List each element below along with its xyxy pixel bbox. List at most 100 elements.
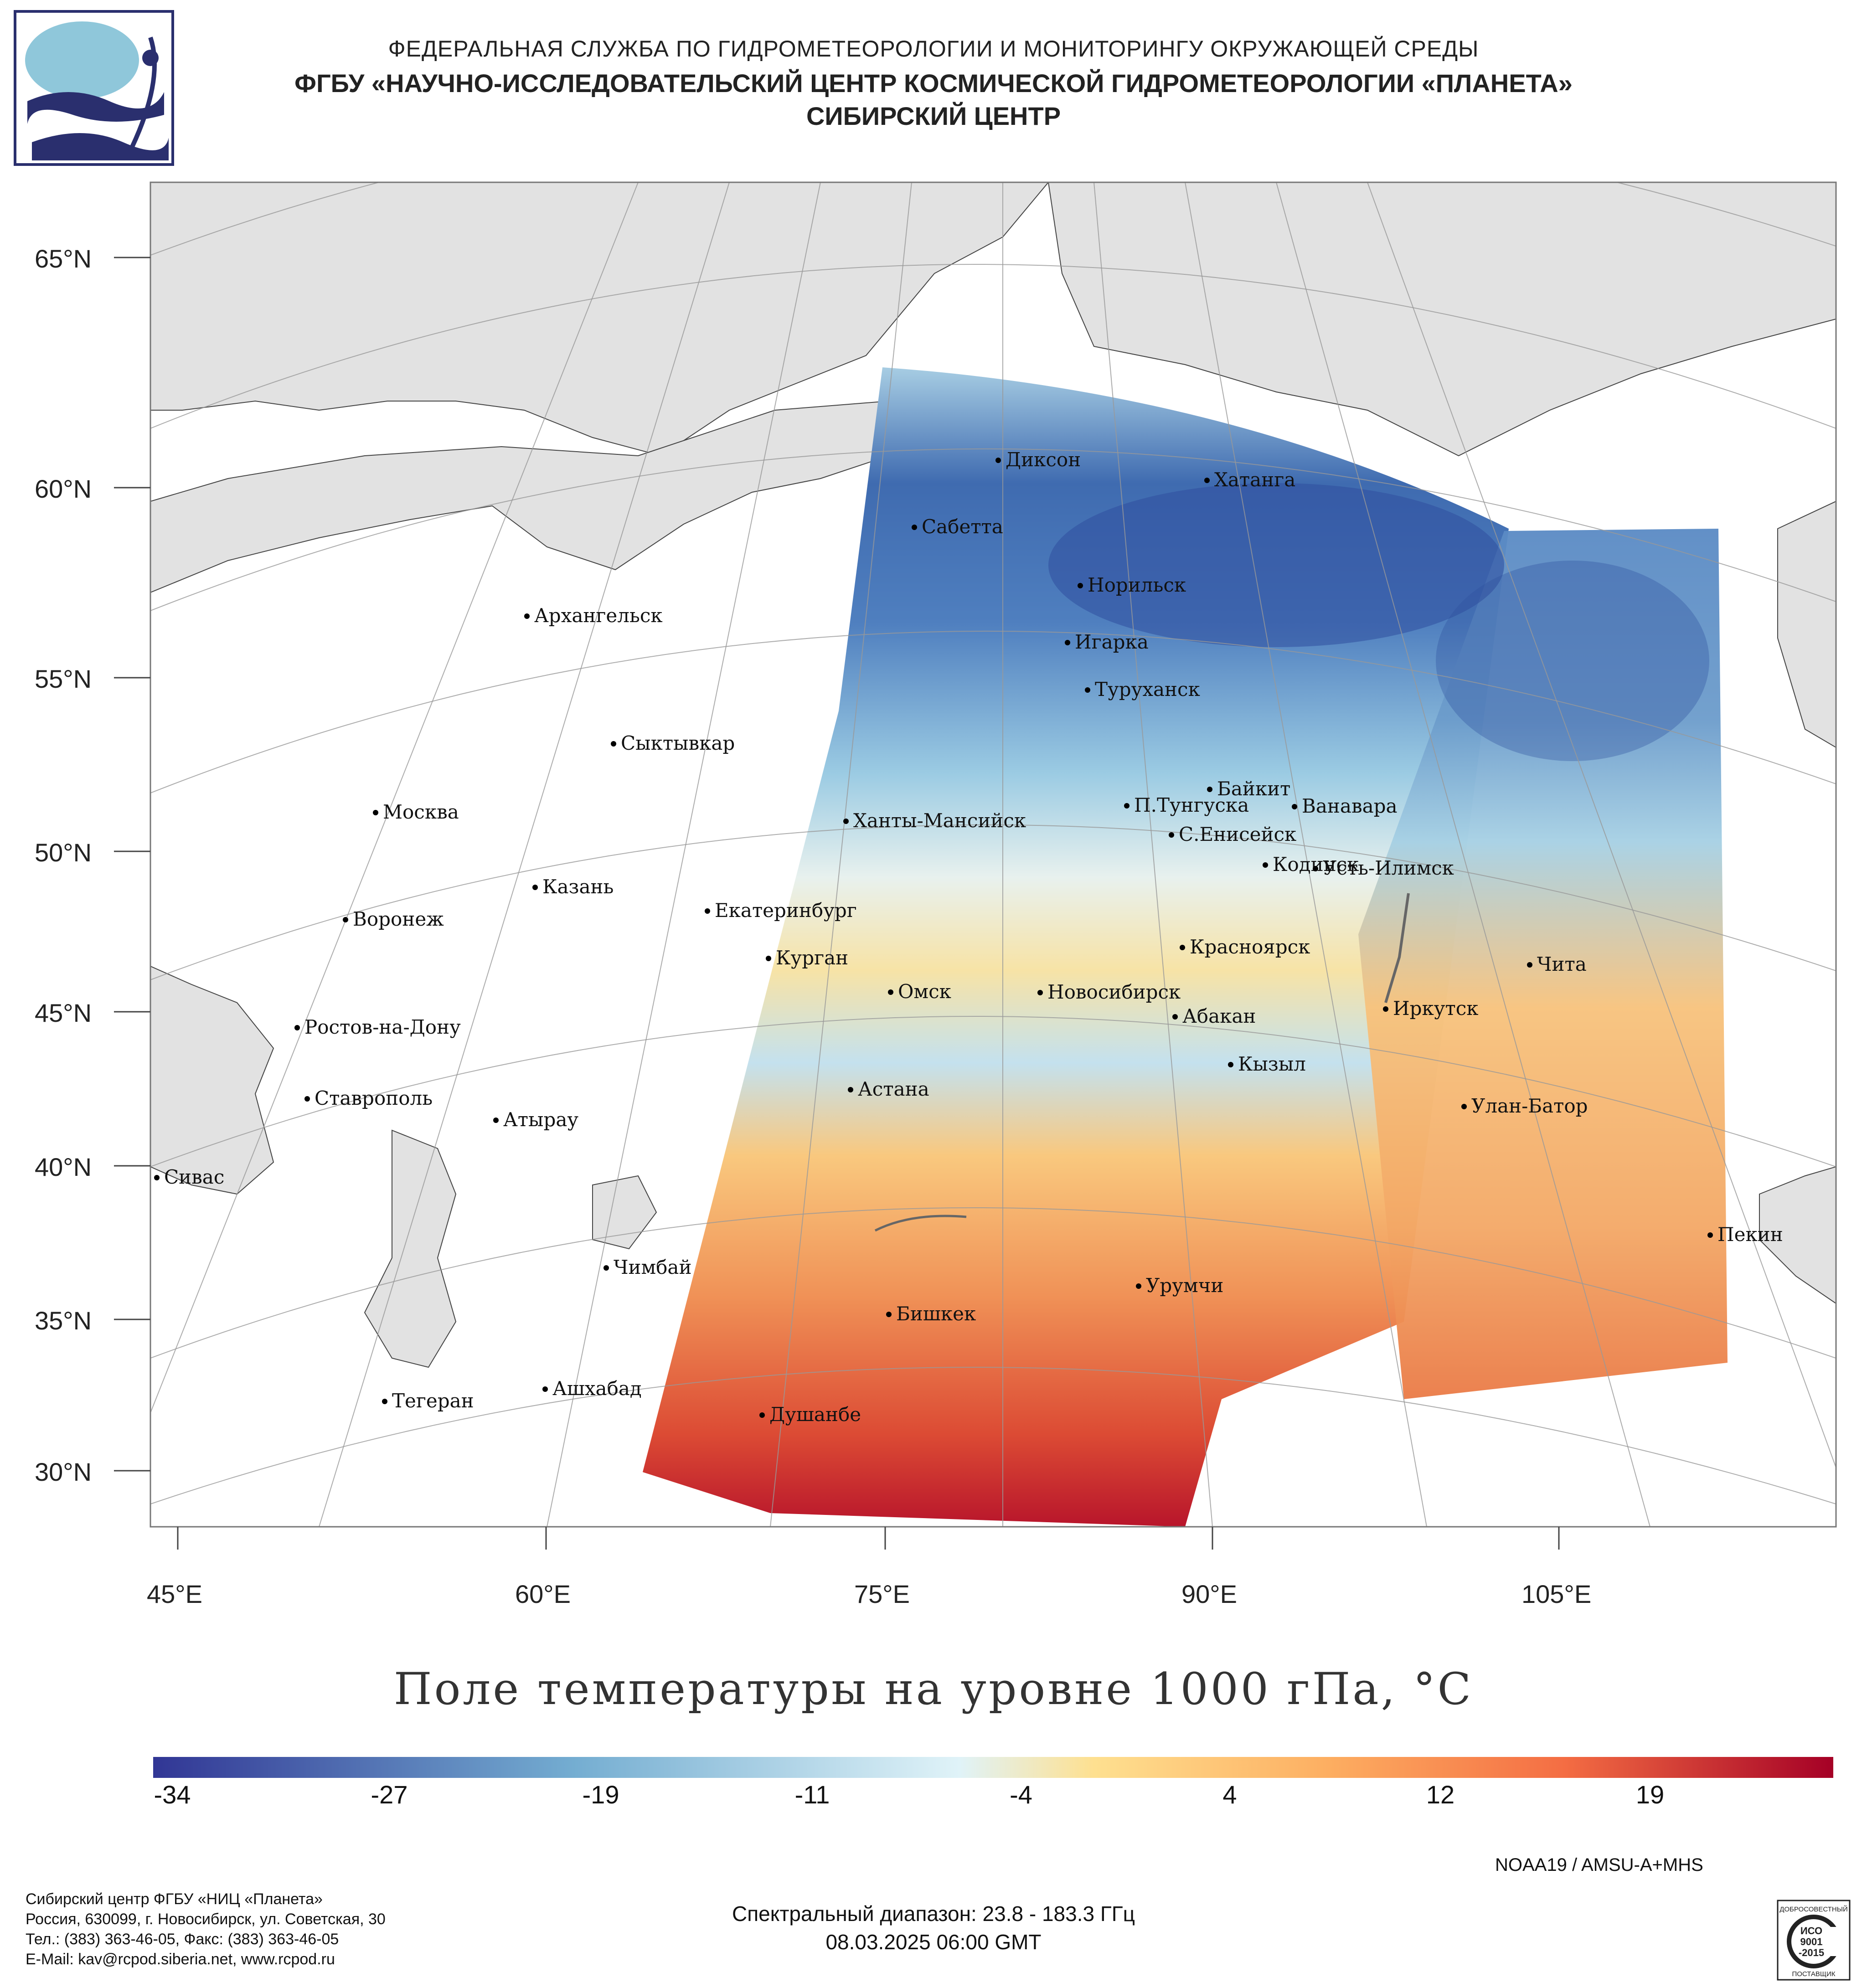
city-marker	[1383, 1006, 1388, 1012]
city-label: Воронеж	[353, 908, 444, 930]
city-label: Абакан	[1182, 1005, 1256, 1027]
city-label: Казань	[542, 876, 614, 898]
city-marker	[886, 1312, 892, 1317]
lon-label-105: 105°E	[1521, 1580, 1592, 1608]
iso-certification-badge: ДОБРОСОВЕСТНЫЙ ИСО 9001 -2015 ПОСТАВЩИК	[1777, 1900, 1851, 1981]
city-marker	[1136, 1283, 1141, 1289]
city-marker	[1228, 1062, 1233, 1067]
city-marker	[1207, 787, 1212, 792]
city-marker	[1313, 866, 1318, 871]
city-marker	[1065, 640, 1070, 645]
city-marker	[766, 956, 771, 961]
city-label: Чимбай	[614, 1256, 692, 1278]
city-label: Усть-Илимск	[1323, 857, 1454, 879]
city-marker	[1078, 583, 1083, 588]
lat-label-35: 35°N	[35, 1306, 92, 1335]
colorbar-tick-label: 12	[1426, 1780, 1455, 1809]
city-label: Красноярск	[1190, 936, 1310, 958]
city-marker	[532, 885, 538, 890]
city-marker	[843, 819, 849, 824]
svg-text:ИСО: ИСО	[1800, 1925, 1822, 1936]
city-label: Ханты-Мансийск	[853, 809, 1026, 832]
city-marker	[373, 810, 378, 815]
city-marker	[705, 908, 710, 914]
colorbar-tick-label: 19	[1635, 1780, 1665, 1809]
lat-label-60: 60°N	[35, 474, 92, 503]
spectral-range: Спектральный диапазон: 23.8 - 183.3 ГГц	[732, 1902, 1135, 1926]
city-label: Улан-Батор	[1471, 1095, 1588, 1117]
org-email: E-Mail: kav@rcpod.siberia.net, www.rcpod…	[26, 1951, 335, 1968]
city-label: П.Тунгуска	[1134, 794, 1249, 816]
city-marker	[995, 458, 1001, 463]
city-label: Байкит	[1217, 778, 1291, 800]
city-label: Душанбе	[769, 1403, 861, 1426]
city-marker	[524, 613, 530, 619]
city-marker	[154, 1175, 160, 1180]
city-label: С.Енисейск	[1179, 823, 1297, 845]
colorbar-tick-label: -27	[371, 1780, 408, 1809]
city-marker	[1292, 804, 1297, 809]
city-label: Пекин	[1717, 1223, 1783, 1246]
city-label: Астана	[858, 1078, 929, 1100]
city-label: Москва	[383, 801, 459, 823]
agency-title: ФЕДЕРАЛЬНАЯ СЛУЖБА ПО ГИДРОМЕТЕОРОЛОГИИ …	[388, 36, 1479, 62]
satellite-info: NOAA19 / AMSU-A+MHS	[1495, 1855, 1703, 1875]
lon-label-60: 60°E	[515, 1580, 571, 1608]
lat-label-40: 40°N	[35, 1153, 92, 1181]
city-marker	[1707, 1232, 1713, 1238]
city-marker	[1527, 962, 1532, 968]
city-label: Диксон	[1006, 448, 1081, 471]
svg-text:-2015: -2015	[1799, 1947, 1824, 1958]
city-marker	[1204, 478, 1210, 483]
lat-label-55: 55°N	[35, 664, 92, 693]
city-label: Ставрополь	[315, 1087, 433, 1109]
city-label: Сабетта	[922, 515, 1003, 538]
city-label: Урумчи	[1146, 1274, 1224, 1297]
city-label: Омск	[898, 980, 951, 1003]
org-name: Сибирский центр ФГБУ «НИЦ «Планета»	[26, 1890, 323, 1908]
map-title: Поле температуры на уровне 1000 гПа, °C	[393, 1664, 1474, 1715]
city-label: Туруханск	[1095, 678, 1200, 700]
city-marker	[759, 1412, 765, 1418]
city-marker	[611, 741, 616, 747]
lat-label-50: 50°N	[35, 838, 92, 867]
city-label: Ростов-на-Дону	[304, 1016, 461, 1038]
city-label: Сыктывкар	[621, 732, 735, 754]
colorbar-tick-label: -34	[154, 1780, 191, 1809]
lat-label-45: 45°N	[35, 999, 92, 1027]
city-label: Ванавара	[1302, 795, 1398, 817]
city-label: Сивас	[164, 1166, 225, 1188]
colorbar	[153, 1757, 1833, 1778]
city-marker	[542, 1386, 548, 1392]
city-marker	[343, 917, 348, 922]
city-label: Кодинск	[1273, 853, 1359, 876]
city-marker	[1263, 862, 1268, 868]
colorbar-tick-label: 4	[1222, 1780, 1237, 1809]
city-marker	[1037, 990, 1043, 995]
city-label: Курган	[776, 947, 849, 969]
subcenter-title: СИБИРСКИЙ ЦЕНТР	[806, 102, 1061, 130]
city-marker	[1180, 945, 1185, 950]
org-address: Россия, 630099, г. Новосибирск, ул. Сове…	[26, 1911, 386, 1928]
colorbar-tick-label: -11	[794, 1780, 830, 1809]
city-marker	[304, 1096, 310, 1102]
lon-label-45: 45°E	[147, 1580, 203, 1608]
city-marker	[603, 1265, 609, 1271]
city-label: Атырау	[503, 1108, 579, 1131]
city-label: Иркутск	[1393, 997, 1479, 1020]
lon-label-90: 90°E	[1181, 1580, 1238, 1608]
center-title: ФГБУ «НАУЧНО-ИССЛЕДОВАТЕЛЬСКИЙ ЦЕНТР КОС…	[294, 69, 1573, 98]
lon-label-75: 75°E	[854, 1580, 910, 1608]
city-label: Тегеран	[392, 1390, 474, 1412]
city-label: Чита	[1537, 953, 1587, 975]
lat-label-30: 30°N	[35, 1458, 92, 1486]
city-marker	[493, 1118, 499, 1123]
svg-text:9001: 9001	[1800, 1936, 1823, 1947]
svg-text:ПОСТАВЩИК: ПОСТАВЩИК	[1792, 1970, 1835, 1978]
city-label: Кызыл	[1238, 1053, 1306, 1075]
colorbar-tick-label: -4	[1010, 1780, 1032, 1809]
city-marker	[912, 525, 917, 530]
city-marker	[1169, 832, 1174, 838]
city-marker	[1461, 1104, 1467, 1109]
